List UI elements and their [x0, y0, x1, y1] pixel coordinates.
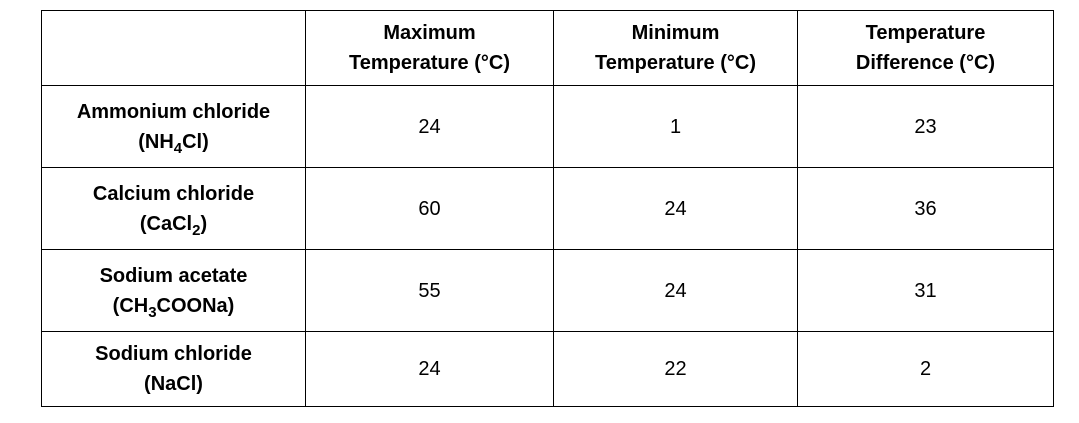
- value-cell: 24: [553, 167, 798, 250]
- formula: (NH4Cl): [42, 127, 305, 157]
- column-header: [41, 10, 306, 86]
- table-row: Sodium chloride (NaCl) 24 22 2: [41, 331, 1054, 407]
- table-body: Ammonium chloride (NH4Cl) 24 1 23 Calcium chl…: [41, 85, 1054, 407]
- value-cell: 23: [797, 85, 1054, 168]
- header-line: Temperature (°C): [595, 52, 756, 74]
- substance-cell: Sodium chloride (NaCl): [41, 331, 306, 407]
- formula-part: ): [200, 212, 208, 235]
- substance-cell: Calcium chloride (CaCl2): [41, 167, 306, 250]
- table-row: Sodium acetate (CH3COONa) 55 24 31: [41, 249, 1054, 332]
- column-header: Maximum Temperature (°C): [305, 10, 554, 86]
- column-header: Minimum Temperature (°C): [553, 10, 798, 86]
- formula: (CH3COONa): [42, 291, 305, 321]
- formula-subscript: 4: [173, 139, 183, 157]
- header-line: Temperature: [865, 22, 986, 44]
- header-line: Maximum: [383, 22, 476, 44]
- value-cell: 1: [553, 85, 798, 168]
- formula-part: (CaCl: [139, 212, 193, 235]
- formula: (NaCl): [42, 369, 305, 399]
- substance-name: Sodium acetate: [99, 264, 248, 287]
- formula-part: Cl): [182, 130, 209, 153]
- value-cell: 24: [305, 85, 554, 168]
- formula-part: (NaCl): [144, 373, 203, 395]
- substance-cell: Sodium acetate (CH3COONa): [41, 249, 306, 332]
- data-table: Maximum Temperature (°C) Minimum Temperatur…: [41, 10, 1054, 407]
- substance-name: Sodium chloride: [95, 343, 252, 365]
- substance-cell: Ammonium chloride (NH4Cl): [41, 85, 306, 168]
- header-line: Temperature (°C): [349, 52, 510, 74]
- value-cell: 31: [797, 249, 1054, 332]
- formula-part: (CH: [112, 294, 149, 317]
- formula-subscript: 3: [148, 303, 157, 321]
- value-cell: 60: [305, 167, 554, 250]
- value-cell: 36: [797, 167, 1054, 250]
- value-cell: 24: [305, 331, 554, 407]
- substance-name: Ammonium chloride: [76, 100, 271, 123]
- header-line: Difference (°C): [855, 52, 996, 74]
- value-cell: 24: [553, 249, 798, 332]
- header-line: Minimum: [631, 22, 720, 44]
- value-cell: 55: [305, 249, 554, 332]
- column-header: Temperature Difference (°C): [797, 10, 1054, 86]
- formula-part: COONa): [156, 294, 235, 317]
- formula: (CaCl2): [42, 209, 305, 239]
- substance-name: Calcium chloride: [92, 182, 255, 205]
- table-row: Calcium chloride (CaCl2) 60 24 36: [41, 167, 1054, 250]
- value-cell: 2: [797, 331, 1054, 407]
- header-row: Maximum Temperature (°C) Minimum Temperatur…: [41, 10, 1054, 86]
- formula-subscript: 2: [192, 221, 201, 239]
- formula-part: (NH: [138, 130, 174, 153]
- value-cell: 22: [553, 331, 798, 407]
- table-row: Ammonium chloride (NH4Cl) 24 1 23: [41, 85, 1054, 168]
